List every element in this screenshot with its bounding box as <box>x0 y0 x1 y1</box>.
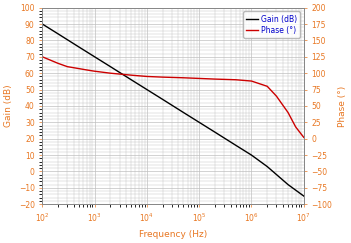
Phase (°) <box>293 125 298 128</box>
Gain (dB) <box>213 131 217 134</box>
Gain (dB) <box>234 144 238 147</box>
Gain (dB) <box>93 55 97 58</box>
Gain (dB) <box>145 88 149 91</box>
Phase (°) <box>56 62 60 65</box>
X-axis label: Frequency (Hz): Frequency (Hz) <box>139 230 207 239</box>
Phase (°) <box>65 65 69 68</box>
Gain (dB) <box>129 78 133 81</box>
Phase (°) <box>274 95 279 98</box>
Phase (°) <box>197 77 201 80</box>
Phase (°) <box>108 72 112 75</box>
Gain (dB) <box>56 32 60 35</box>
Y-axis label: Phase (°): Phase (°) <box>338 85 347 127</box>
Phase (°) <box>181 76 186 79</box>
Gain (dB) <box>265 165 269 168</box>
Gain (dB) <box>77 45 81 48</box>
Phase (°) <box>302 136 306 139</box>
Legend: Gain (dB), Phase (°): Gain (dB), Phase (°) <box>243 11 300 38</box>
Phase (°) <box>93 70 97 73</box>
Gain (dB) <box>108 65 112 68</box>
Phase (°) <box>265 85 269 88</box>
Phase (°) <box>129 74 133 77</box>
Gain (dB) <box>40 23 45 26</box>
Gain (dB) <box>181 111 186 114</box>
Line: Gain (dB): Gain (dB) <box>42 24 304 196</box>
Phase (°) <box>145 75 149 78</box>
Gain (dB) <box>197 121 201 124</box>
Gain (dB) <box>302 195 306 198</box>
Y-axis label: Gain (dB): Gain (dB) <box>4 85 13 127</box>
Phase (°) <box>160 76 165 78</box>
Phase (°) <box>249 80 253 83</box>
Phase (°) <box>85 69 89 71</box>
Gain (dB) <box>286 183 290 186</box>
Phase (°) <box>234 78 238 81</box>
Phase (°) <box>40 55 45 58</box>
Gain (dB) <box>160 98 165 101</box>
Phase (°) <box>77 67 81 70</box>
Gain (dB) <box>249 154 253 156</box>
Phase (°) <box>286 111 290 114</box>
Line: Phase (°): Phase (°) <box>42 57 304 137</box>
Phase (°) <box>213 78 217 80</box>
